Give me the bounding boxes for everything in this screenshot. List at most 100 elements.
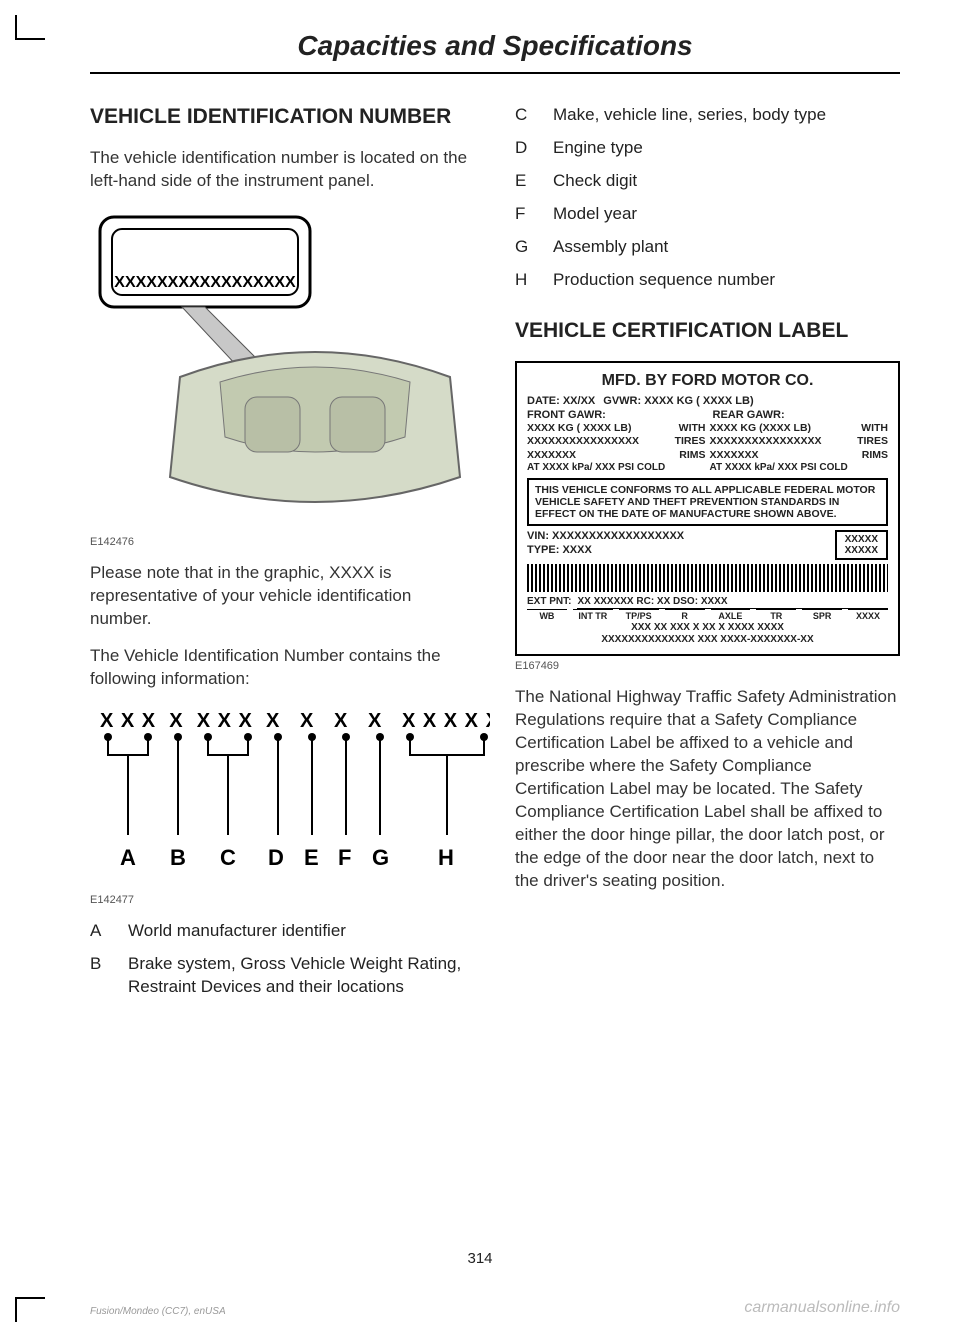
columns: VEHICLE IDENTIFICATION NUMBER The vehicl…: [90, 104, 900, 1009]
def-text-b: Brake system, Gross Vehicle Weight Ratin…: [128, 953, 475, 999]
cert-rims-lbl1: RIMS: [662, 449, 706, 462]
page-title: Capacities and Specifications: [90, 30, 900, 62]
cert-title: MFD. BY FORD MOTOR CO.: [527, 371, 888, 391]
lbl-tpps: TP/PS: [619, 609, 659, 622]
footer-right: carmanualsonline.info: [744, 1299, 900, 1317]
def-letter-h: H: [515, 269, 535, 292]
cert-box-right: XXXXX XXXXX: [835, 530, 888, 560]
left-column: VEHICLE IDENTIFICATION NUMBER The vehicl…: [90, 104, 475, 1009]
svg-text:A: A: [120, 845, 136, 870]
vin-placeholder-text: XXXXXXXXXXXXXXXXX: [114, 274, 296, 291]
crop-mark-bottom-left: [15, 1297, 45, 1322]
vin-heading: VEHICLE IDENTIFICATION NUMBER: [90, 104, 475, 129]
def-text-e: Check digit: [553, 170, 900, 193]
cert-rims2: XXXXXXX: [710, 449, 841, 462]
vin-breakdown-svg: X X X X X X X X X X X X X X X X X: [90, 705, 490, 885]
cert-label-figure: MFD. BY FORD MOTOR CO. DATE: XX/XX GVWR:…: [515, 361, 900, 672]
cert-with2: WITH: [844, 422, 888, 435]
cert-vin: VIN: XXXXXXXXXXXXXXXXXX: [527, 530, 827, 544]
def-f: F Model year: [515, 203, 900, 226]
def-letter-d: D: [515, 137, 535, 160]
lbl-inttr: INT TR: [573, 609, 613, 622]
def-letter-c: C: [515, 104, 535, 127]
svg-text:B: B: [170, 845, 186, 870]
def-text-f: Model year: [553, 203, 900, 226]
cert-description: The National Highway Traffic Safety Admi…: [515, 686, 900, 892]
cert-tires-lbl1: TIRES: [662, 435, 706, 448]
cert-row2: XXX XX XXX X XX X XXXX XXXX: [527, 622, 888, 634]
vin-breakdown-figure: X X X X X X X X X X X X X X X X X: [90, 705, 475, 906]
def-letter-b: B: [90, 953, 110, 999]
page-number: 314: [0, 1250, 960, 1267]
cert-row-top: XX XXXXXX RC: XX DSO: XXXX: [577, 596, 888, 609]
page-container: Capacities and Specifications VEHICLE ID…: [0, 0, 960, 1049]
lbl-axle: AXLE: [711, 609, 751, 622]
vin-intro: The vehicle identification number is loc…: [90, 147, 475, 193]
cert-date: DATE: XX/XX: [527, 395, 595, 409]
defs-ch: C Make, vehicle line, series, body type …: [515, 104, 900, 292]
cert-kg1: XXXX KG ( XXXX LB): [527, 422, 658, 435]
cert-caption: E167469: [515, 660, 900, 672]
cert-rims1: XXXXXXX: [527, 449, 658, 462]
def-text-d: Engine type: [553, 137, 900, 160]
vin-contains: The Vehicle Identification Number contai…: [90, 645, 475, 691]
def-text-h: Production sequence number: [553, 269, 900, 292]
vin-chars: X X X X X X X X X X X X X X X X X: [100, 710, 490, 732]
cert-kg2: XXXX KG (XXXX LB): [710, 422, 841, 435]
cert-at1: AT XXXX kPa/ XXX PSI COLD: [527, 462, 706, 475]
cert-vin-row: VIN: XXXXXXXXXXXXXXXXXX TYPE: XXXX XXXXX…: [527, 530, 888, 560]
cert-gawr-row: FRONT GAWR: REAR GAWR:: [527, 409, 888, 423]
svg-text:E: E: [304, 845, 319, 870]
page-header: Capacities and Specifications: [90, 30, 900, 74]
right-column: C Make, vehicle line, series, body type …: [515, 104, 900, 1009]
cert-barcode: [527, 564, 888, 592]
def-a: A World manufacturer identifier: [90, 920, 475, 943]
lbl-tr: TR: [756, 609, 796, 622]
cert-row-labels: WB INT TR TP/PS R AXLE TR SPR XXXX: [527, 609, 888, 622]
svg-text:F: F: [338, 845, 351, 870]
def-letter-e: E: [515, 170, 535, 193]
cert-rims-lbl2: RIMS: [844, 449, 888, 462]
cert-at2: AT XXXX kPa/ XXX PSI COLD: [710, 462, 889, 475]
footer-left: Fusion/Mondeo (CC7), enUSA: [90, 1306, 226, 1317]
fig2-caption: E142477: [90, 894, 475, 906]
def-text-a: World manufacturer identifier: [128, 920, 475, 943]
lbl-r: R: [665, 609, 705, 622]
def-h: H Production sequence number: [515, 269, 900, 292]
defs-ab: A World manufacturer identifier B Brake …: [90, 920, 475, 999]
svg-text:G: G: [372, 845, 389, 870]
cert-tires2: XXXXXXXXXXXXXXXX: [710, 435, 841, 448]
def-b: B Brake system, Gross Vehicle Weight Rat…: [90, 953, 475, 999]
lbl-xxxx: XXXX: [848, 609, 888, 622]
cert-front-gawr: FRONT GAWR:: [527, 409, 703, 423]
svg-text:C: C: [220, 845, 236, 870]
svg-text:H: H: [438, 845, 454, 870]
def-letter-f: F: [515, 203, 535, 226]
cert-with1: WITH: [662, 422, 706, 435]
cert-extpnt: EXT PNT:: [527, 596, 571, 609]
cert-row3: XXXXXXXXXXXXXX XXX XXXX-XXXXXXX-XX: [527, 634, 888, 646]
def-g: G Assembly plant: [515, 236, 900, 259]
def-d: D Engine type: [515, 137, 900, 160]
vin-location-svg: XXXXXXXXXXXXXXXXX: [90, 207, 470, 527]
vin-note: Please note that in the graphic, XXXX is…: [90, 562, 475, 631]
crop-mark-top-left: [15, 15, 45, 40]
cert-tires-lbl2: TIRES: [844, 435, 888, 448]
cert-compliance: THIS VEHICLE CONFORMS TO ALL APPLICABLE …: [527, 478, 888, 526]
lbl-spr: SPR: [802, 609, 842, 622]
def-e: E Check digit: [515, 170, 900, 193]
cert-gvwr: GVWR: XXXX KG ( XXXX LB): [603, 395, 888, 409]
fig1-caption: E142476: [90, 536, 475, 548]
cert-bottom: EXT PNT: XX XXXXXX RC: XX DSO: XXXX WB I…: [527, 596, 888, 646]
cert-type: TYPE: XXXX: [527, 544, 827, 558]
def-letter-a: A: [90, 920, 110, 943]
cert-tires1: XXXXXXXXXXXXXXXX: [527, 435, 658, 448]
def-text-g: Assembly plant: [553, 236, 900, 259]
cert-heading: VEHICLE CERTIFICATION LABEL: [515, 318, 900, 343]
svg-text:D: D: [268, 845, 284, 870]
def-letter-g: G: [515, 236, 535, 259]
def-text-c: Make, vehicle line, series, body type: [553, 104, 900, 127]
def-c: C Make, vehicle line, series, body type: [515, 104, 900, 127]
cert-rear-gawr: REAR GAWR:: [713, 409, 889, 423]
cert-label-box: MFD. BY FORD MOTOR CO. DATE: XX/XX GVWR:…: [515, 361, 900, 656]
